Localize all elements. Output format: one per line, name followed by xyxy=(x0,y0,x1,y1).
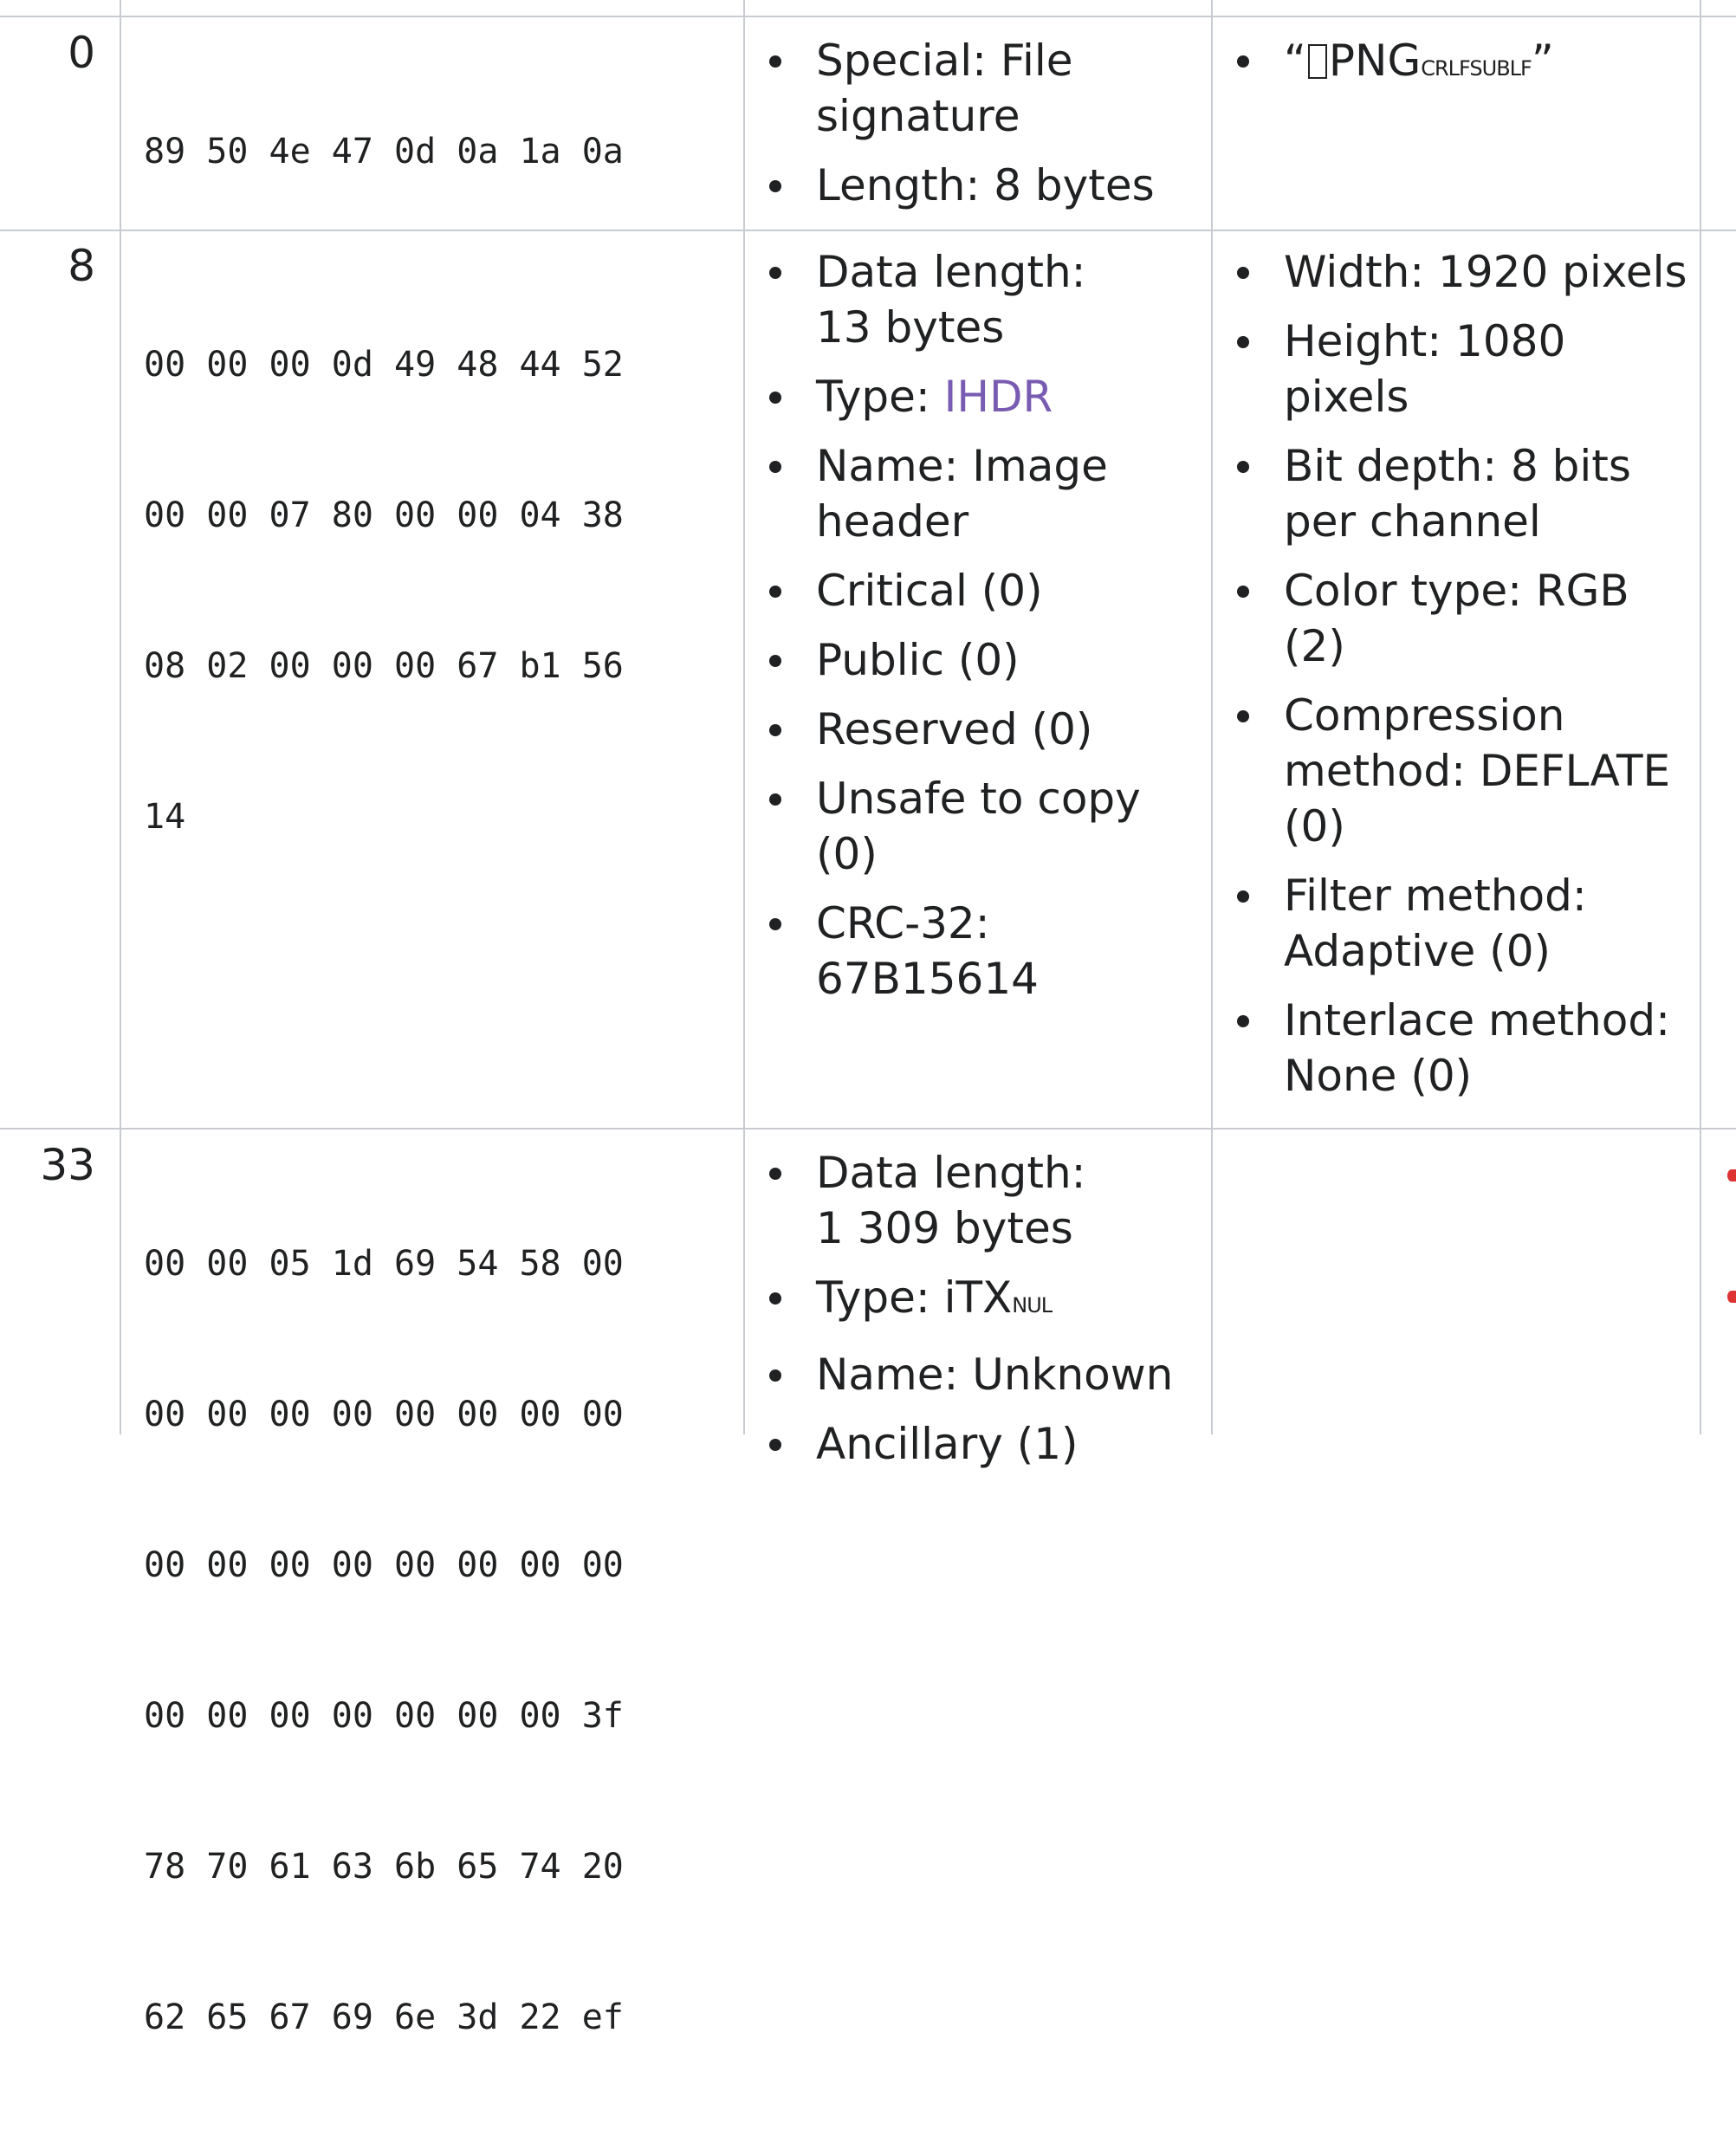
hex-cell: 00 00 00 0d 49 48 44 52 00 00 07 80 00 0… xyxy=(121,239,743,942)
table-rule xyxy=(0,230,1736,231)
chunk-item: Data length: 1 309 bytes xyxy=(745,1145,1102,1256)
chunk-item: Reserved (0) xyxy=(745,702,1209,757)
control-chars: NUL xyxy=(1012,1293,1053,1318)
chunk-item: CRC-32: 67B15614 xyxy=(745,896,1076,1007)
hex-line: 89 50 4e 47 0d 0a 1a 0a xyxy=(144,132,624,172)
table-rule xyxy=(743,0,745,1434)
offset-value: 0 xyxy=(68,28,95,78)
ihdr-link[interactable]: IHDR xyxy=(943,372,1053,422)
hex-cell: 00 00 05 1d 69 54 58 00 00 00 00 00 00 0… xyxy=(121,1138,743,2143)
offset-cell: 0 xyxy=(0,28,120,78)
hex-line: 08 02 00 00 00 67 b1 56 xyxy=(144,646,624,686)
hex-line: 00 00 00 00 00 00 00 00 xyxy=(144,1395,624,1434)
hex-line: 62 65 67 69 6e 3d 22 ef xyxy=(144,1997,624,2037)
offset-value: 8 xyxy=(68,241,95,291)
offset-cell: 33 xyxy=(0,1140,120,1190)
table-rule xyxy=(1211,0,1213,1434)
hex-line: 00 00 00 00 00 00 00 3f xyxy=(144,1696,624,1736)
table-rule xyxy=(0,16,1736,17)
detail-item: Color type: RGB (2) xyxy=(1213,563,1630,674)
control-chars: CRLFSUBLF xyxy=(1421,56,1532,81)
chunk-item: Name: Unknown xyxy=(745,1347,1209,1402)
detail-item: Interlace method: None (0) xyxy=(1213,993,1682,1104)
chunk-item: Special: File signature xyxy=(745,33,1102,144)
hex-line: 78 70 61 63 6b 65 74 20 xyxy=(144,1847,624,1887)
hex-line: 00 00 05 1d 69 54 58 00 xyxy=(144,1244,624,1284)
chunk-item: Name: Image header xyxy=(745,438,1145,549)
unprintable-glyph-icon xyxy=(1307,44,1327,79)
marker-dot-icon xyxy=(1727,1169,1736,1182)
chunk-item: Public (0) xyxy=(745,632,1209,688)
detail-item: Width: 1920 pixels xyxy=(1213,244,1691,300)
hex-line: 00 00 00 00 00 00 00 00 xyxy=(144,1545,624,1585)
offset-cell: 8 xyxy=(0,241,120,291)
chunk-item: Type: iTXNUL xyxy=(745,1270,1209,1333)
offset-value: 33 xyxy=(40,1140,95,1190)
hex-line: 00 00 00 0d 49 48 44 52 xyxy=(144,345,624,385)
png-structure-table: 0 89 50 4e 47 0d 0a 1a 0a Special: File … xyxy=(0,0,1736,2037)
chunk-item: Ancillary (1) xyxy=(745,1416,1209,1472)
chunk-item: Type: IHDR xyxy=(745,369,1209,424)
details-cell: Width: 1920 pixels Height: 1080 pixels B… xyxy=(1213,244,1698,1117)
chunk-cell: Special: File signature Length: 8 bytes xyxy=(745,33,1209,227)
table-rule xyxy=(120,0,121,1434)
detail-item: Bit depth: 8 bits per channel xyxy=(1213,438,1648,549)
detail-item: Height: 1080 pixels xyxy=(1213,314,1613,424)
marker-dot-icon xyxy=(1727,1291,1736,1303)
chunk-item: Length: 8 bytes xyxy=(745,158,1209,213)
hex-cell: 89 50 4e 47 0d 0a 1a 0a xyxy=(121,26,743,277)
details-cell: “PNGCRLFSUBLF” xyxy=(1213,33,1698,110)
chunk-cell: Data length: 1 309 bytes Type: iTXNUL Na… xyxy=(745,1145,1209,1486)
table-rule xyxy=(1700,0,1701,1434)
table-rule xyxy=(0,1128,1736,1130)
chunk-item: Unsafe to copy (0) xyxy=(745,771,1145,882)
detail-item: Filter method: Adaptive (0) xyxy=(1213,868,1630,979)
hex-line: 00 00 07 80 00 00 04 38 xyxy=(144,495,624,535)
detail-item: Compression method: DEFLATE (0) xyxy=(1213,688,1674,854)
hex-line: 14 xyxy=(144,797,186,837)
signature-string: “PNGCRLFSUBLF” xyxy=(1213,33,1698,96)
chunk-cell: Data length: 13 bytes Type: IHDR Name: I… xyxy=(745,244,1209,1020)
chunk-item: Critical (0) xyxy=(745,563,1209,618)
chunk-item: Data length: 13 bytes xyxy=(745,244,1145,355)
